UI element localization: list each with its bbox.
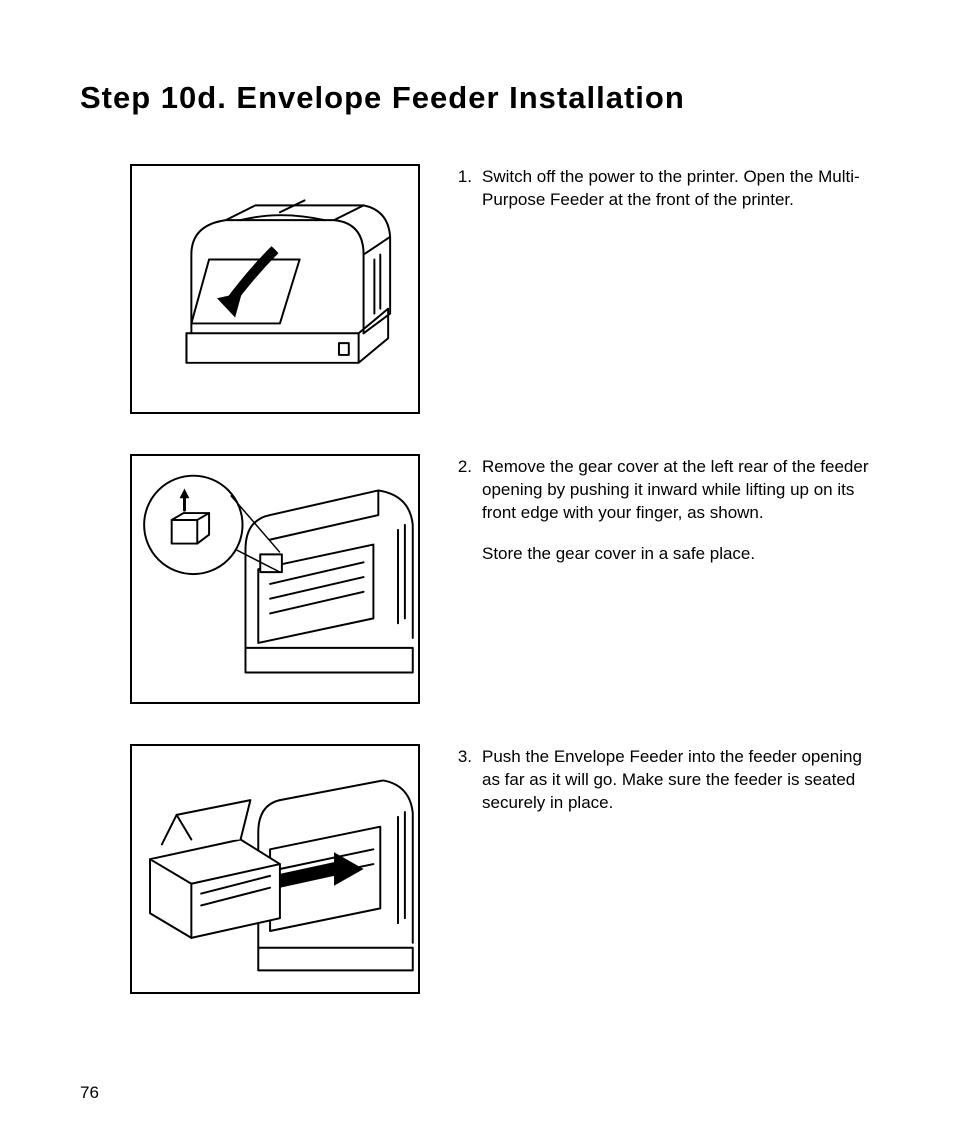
paragraph: Store the gear cover in a safe place. bbox=[482, 543, 884, 566]
step-row: 3. Push the Envelope Feeder into the fee… bbox=[80, 744, 884, 994]
step-body: Push the Envelope Feeder into the feeder… bbox=[482, 746, 884, 833]
printer-open-feeder-icon bbox=[132, 166, 418, 412]
step-body: Remove the gear cover at the left rear o… bbox=[482, 456, 884, 584]
paragraph: Push the Envelope Feeder into the feeder… bbox=[482, 746, 884, 815]
step-row: 2. Remove the gear cover at the left rea… bbox=[80, 454, 884, 704]
printer-insert-feeder-icon bbox=[132, 746, 418, 992]
step-text: 2. Remove the gear cover at the left rea… bbox=[450, 454, 884, 584]
steps-container: 1. Switch off the power to the printer. … bbox=[80, 164, 884, 994]
step-number: 3. bbox=[450, 746, 472, 769]
figure-3 bbox=[130, 744, 420, 994]
paragraph: Remove the gear cover at the left rear o… bbox=[482, 456, 884, 525]
paragraph: Switch off the power to the printer. Ope… bbox=[482, 166, 884, 212]
manual-page: Step 10d. Envelope Feeder Installation bbox=[0, 0, 954, 1145]
step-number: 2. bbox=[450, 456, 472, 479]
page-number: 76 bbox=[80, 1083, 99, 1103]
page-title: Step 10d. Envelope Feeder Installation bbox=[80, 80, 884, 116]
step-number: 1. bbox=[450, 166, 472, 189]
step-row: 1. Switch off the power to the printer. … bbox=[80, 164, 884, 414]
step-text: 1. Switch off the power to the printer. … bbox=[450, 164, 884, 230]
figure-1 bbox=[130, 164, 420, 414]
step-body: Switch off the power to the printer. Ope… bbox=[482, 166, 884, 230]
step-text: 3. Push the Envelope Feeder into the fee… bbox=[450, 744, 884, 833]
printer-gear-cover-icon bbox=[132, 456, 418, 702]
figure-2 bbox=[130, 454, 420, 704]
